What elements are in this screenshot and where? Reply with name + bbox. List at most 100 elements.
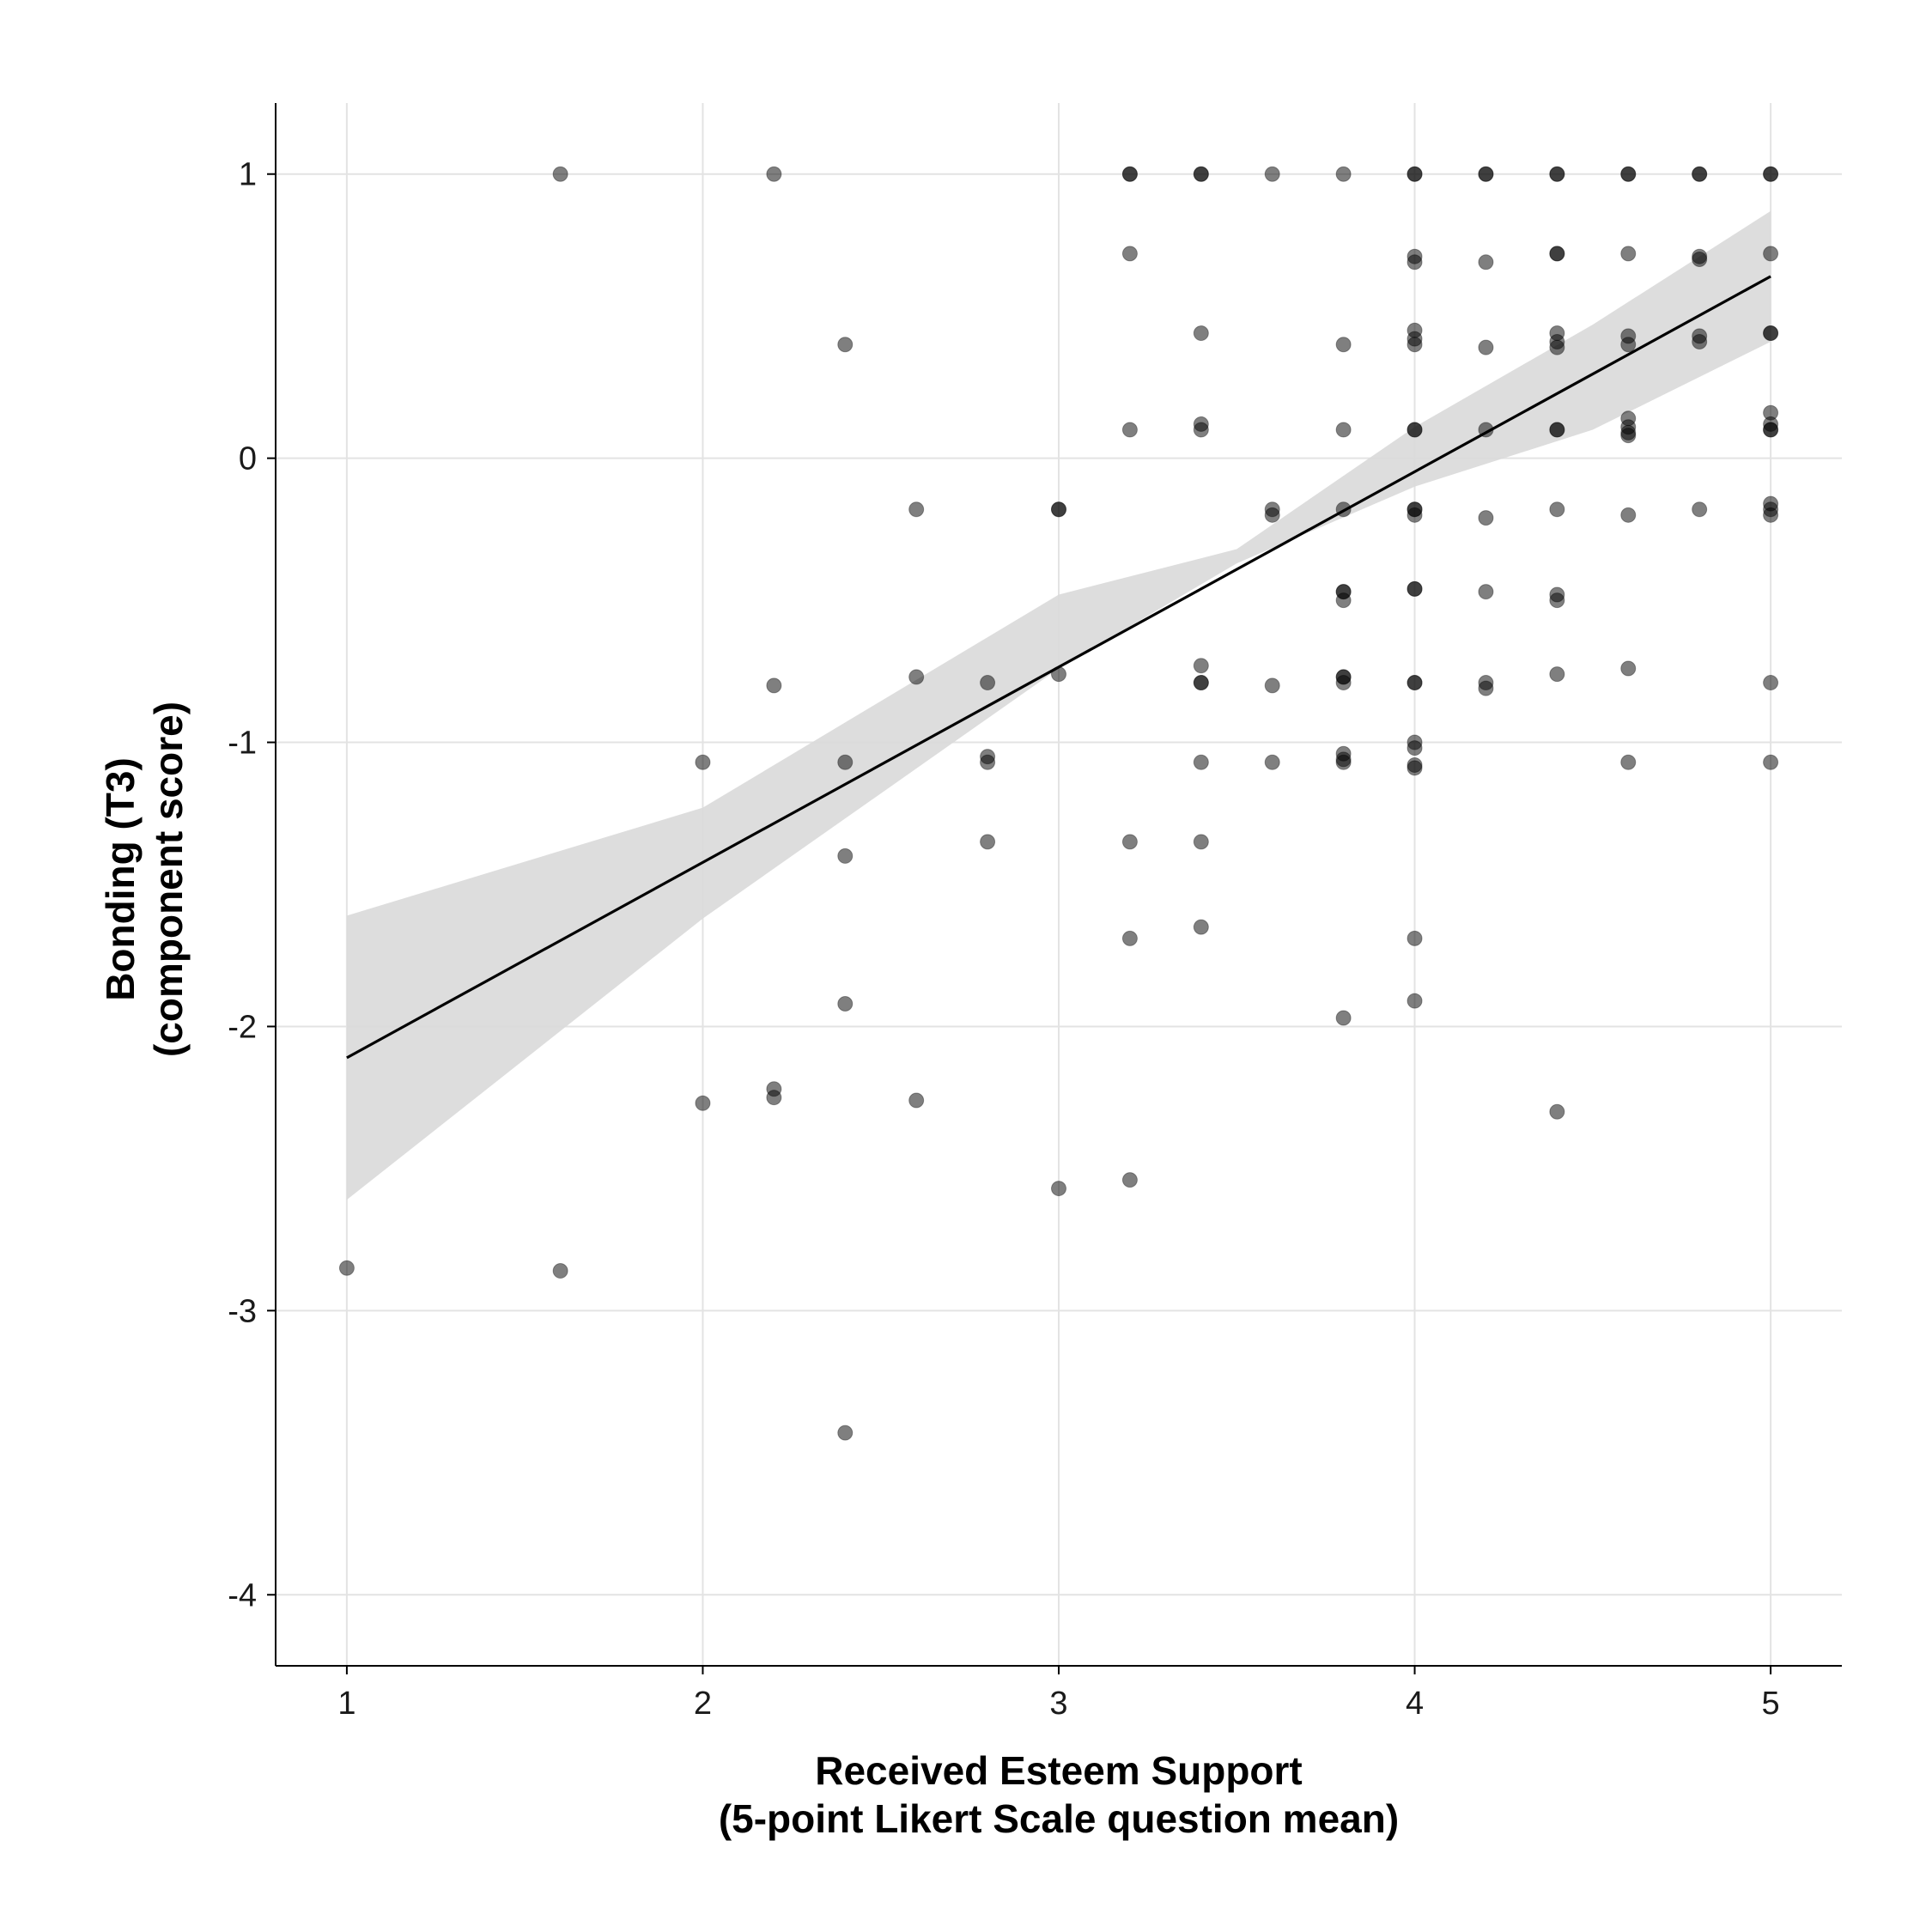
- data-point-94: [1264, 677, 1280, 694]
- data-point-117: [1406, 760, 1423, 776]
- data-point-65: [1051, 501, 1066, 518]
- data-point-19: [1763, 166, 1779, 182]
- data-point-43: [1692, 333, 1708, 349]
- data-point-31: [1193, 325, 1209, 342]
- data-point-101: [1478, 680, 1494, 696]
- data-point-13: [1549, 166, 1565, 182]
- y-tick-label-4: -3: [228, 1293, 257, 1329]
- data-point-9: [1406, 166, 1423, 182]
- data-point-118: [1620, 754, 1637, 770]
- y-axis-title-line2: (component score): [146, 702, 191, 1057]
- x-tick-label-1: 2: [694, 1686, 712, 1722]
- data-point-108: [980, 754, 996, 770]
- data-point-109: [1193, 754, 1209, 770]
- data-point-22: [1406, 254, 1423, 270]
- data-point-93: [1193, 675, 1209, 691]
- data-point-29: [1763, 246, 1779, 262]
- data-point-46: [1121, 422, 1138, 438]
- data-point-3: [1121, 166, 1138, 182]
- data-point-103: [1620, 660, 1637, 677]
- confidence-band-layer: [346, 210, 1771, 1200]
- data-point-88: [908, 669, 925, 685]
- data-point-139: [837, 1425, 854, 1441]
- data-point-51: [1406, 422, 1423, 438]
- data-point-6: [1264, 166, 1280, 182]
- data-point-110: [1264, 754, 1280, 770]
- y-tick-label-0: 1: [239, 157, 257, 193]
- data-point-122: [1121, 834, 1138, 850]
- data-point-104: [1763, 675, 1779, 691]
- data-point-75: [1692, 501, 1708, 518]
- data-point-128: [1335, 1010, 1352, 1026]
- data-point-123: [1193, 834, 1209, 850]
- regression-line-layer: [346, 275, 1771, 1060]
- data-point-49: [1335, 422, 1352, 438]
- data-point-39: [1549, 339, 1565, 355]
- data-point-67: [1264, 507, 1280, 523]
- data-point-63: [908, 501, 925, 518]
- data-point-35: [1406, 337, 1423, 353]
- x-tick-label-3: 4: [1406, 1686, 1424, 1722]
- data-point-86: [1549, 592, 1565, 609]
- data-point-138: [552, 1263, 568, 1279]
- data-point-133: [908, 1092, 925, 1109]
- x-tick-label-4: 5: [1762, 1686, 1780, 1722]
- data-point-136: [1121, 1172, 1138, 1188]
- data-point-32: [1335, 337, 1352, 353]
- data-point-119: [1763, 754, 1779, 770]
- data-point-127: [837, 995, 854, 1012]
- data-point-58: [1620, 428, 1637, 444]
- data-point-36: [1478, 339, 1494, 355]
- data-point-28: [1692, 252, 1708, 267]
- data-point-5: [1193, 166, 1209, 182]
- y-tick-label-3: -2: [228, 1009, 257, 1045]
- data-point-48: [1193, 422, 1209, 438]
- data-point-120: [837, 848, 854, 864]
- data-point-30: [837, 337, 854, 353]
- x-tick-label-2: 3: [1049, 1686, 1067, 1722]
- data-point-91: [1193, 658, 1209, 674]
- data-point-115: [1406, 740, 1423, 756]
- data-point-73: [1549, 501, 1565, 518]
- x-axis-title-line1: Received Esteem Support: [815, 1748, 1303, 1793]
- y-tick-label-2: -1: [228, 726, 257, 762]
- data-point-135: [1051, 1181, 1066, 1197]
- data-point-124: [1121, 930, 1138, 946]
- data-point-72: [1478, 510, 1494, 526]
- data-point-54: [1549, 422, 1565, 438]
- y-tick-label-5: -4: [228, 1577, 257, 1613]
- data-point-26: [1620, 246, 1637, 262]
- data-point-113: [1335, 754, 1352, 770]
- data-point-87: [766, 677, 782, 694]
- y-tick-label-1: 0: [239, 441, 257, 477]
- data-point-45: [1763, 325, 1779, 342]
- data-point-89: [980, 675, 996, 691]
- data-point-137: [338, 1260, 355, 1276]
- data-points: [338, 166, 1779, 1441]
- data-point-1: [766, 166, 782, 182]
- regression-line: [346, 275, 1771, 1060]
- grid-lines: [276, 103, 1842, 1666]
- data-point-15: [1620, 166, 1637, 182]
- data-point-62: [1763, 422, 1779, 438]
- x-tick-label-0: 1: [337, 1686, 355, 1722]
- y-axis-ticks: 1 0 -1 -2 -3 -4: [228, 157, 276, 1613]
- data-point-20: [1121, 246, 1138, 262]
- data-point-23: [1478, 254, 1494, 270]
- data-point-41: [1620, 337, 1637, 353]
- data-point-129: [1406, 993, 1423, 1009]
- data-point-11: [1478, 166, 1494, 182]
- data-point-25: [1549, 246, 1565, 262]
- data-point-81: [1335, 592, 1352, 609]
- data-point-71: [1406, 501, 1423, 518]
- confidence-band: [346, 210, 1771, 1200]
- x-axis-title-line2: (5-point Likert Scale question mean): [719, 1796, 1399, 1841]
- y-axis-title-line1: Bonding (T3): [98, 757, 143, 1001]
- x-axis-ticks: 1 2 3 4 5: [337, 1666, 1780, 1722]
- data-point-121: [980, 834, 996, 850]
- data-point-102: [1549, 666, 1565, 683]
- data-point-132: [766, 1090, 782, 1106]
- data-point-130: [695, 1095, 711, 1111]
- data-point-17: [1692, 166, 1708, 182]
